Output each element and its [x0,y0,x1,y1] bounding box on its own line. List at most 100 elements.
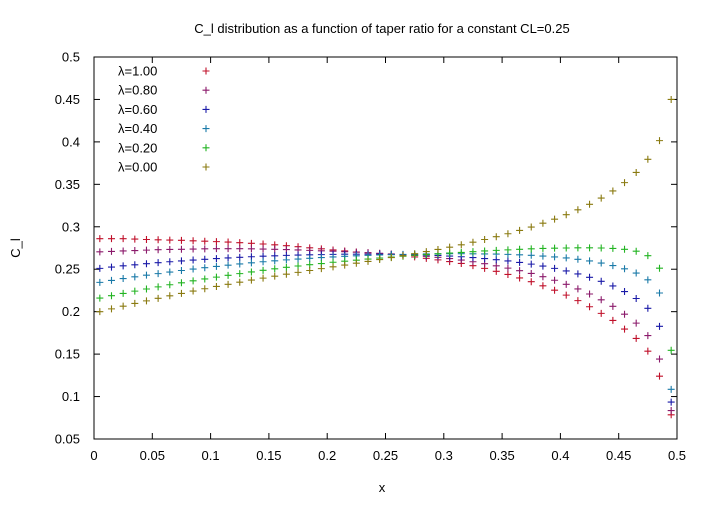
data-point [632,168,640,176]
data-point [142,285,150,293]
data-point [609,316,617,324]
data-point [586,273,594,281]
data-point [189,265,197,273]
data-point [107,247,115,255]
data-point [224,280,232,288]
data-point [551,286,559,294]
data-point [586,200,594,208]
data-point [131,273,139,281]
data-point [177,266,185,274]
x-tick-label: 0.35 [489,448,514,463]
legend-marker [202,144,210,152]
data-point [656,137,664,145]
data-point [574,255,582,263]
data-point [119,262,127,270]
data-point [142,260,150,268]
data-point [667,398,675,406]
legend: λ=1.00 λ=0.80 λ=0.60 λ=0.40 λ=0.20 λ=0.00 [118,64,210,175]
data-point [224,271,232,279]
data-point [107,235,115,243]
data-point [446,249,454,257]
legend-marker [202,67,210,75]
x-tick-label: 0.25 [373,448,398,463]
data-point [644,304,652,312]
x-tick-label: 0.3 [435,448,453,463]
x-tick-label: 0.4 [551,448,569,463]
data-point [142,236,150,244]
data-point [177,289,185,297]
y-tick-label: 0.3 [62,219,80,234]
data-point [224,238,232,246]
data-point [644,347,652,355]
data-point [574,285,582,293]
data-point [504,270,512,278]
data-point [411,250,419,258]
data-point [656,264,664,272]
data-point [597,277,605,285]
data-point [259,258,267,266]
data-point [282,263,290,271]
data-point [119,275,127,283]
data-point [644,155,652,163]
data-point [119,247,127,255]
data-point [551,253,559,261]
data-point [131,287,139,295]
data-point [189,256,197,264]
data-point [294,268,302,276]
data-point [492,233,500,241]
data-point [271,265,279,273]
data-point [457,248,465,256]
data-point [96,264,104,272]
data-point [644,332,652,340]
data-point [586,290,594,298]
data-point [551,244,559,252]
data-point [341,261,349,269]
data-point [201,245,209,253]
data-point [574,244,582,252]
y-axis-label: C_l [8,238,23,258]
data-point [481,247,489,255]
data-point [492,246,500,254]
data-point [96,278,104,286]
data-point [142,246,150,254]
data-point [422,248,430,256]
y-tick-label: 0.25 [55,262,80,277]
y-tick-label: 0.1 [62,389,80,404]
data-point [224,245,232,253]
data-point [306,254,314,262]
data-point [201,275,209,283]
data-point [527,251,535,259]
data-point [166,281,174,289]
data-point [667,95,675,103]
data-point [247,268,255,276]
data-point [469,238,477,246]
data-point [504,246,512,254]
data-point [609,282,617,290]
data-point [551,276,559,284]
data-point [107,305,115,313]
data-point [516,258,524,266]
data-point [201,255,209,263]
y-tick-label: 0.5 [62,50,80,65]
data-point [574,206,582,214]
data-point [516,274,524,282]
data-point [154,294,162,302]
data-point [504,257,512,265]
data-point [189,245,197,253]
data-point [539,252,547,260]
data-point [539,219,547,227]
data-point [632,295,640,303]
data-point [271,245,279,253]
legend-label: λ=0.40 [118,121,157,136]
data-point [551,264,559,272]
axis-ticks: 0 0.05 0.1 0.15 0.2 0.25 0.3 0.35 0.4 0.45 0.5 0.05… [55,50,686,464]
data-point [201,264,209,272]
data-point [492,262,500,270]
data-point [96,308,104,316]
data-point [189,287,197,295]
data-point [154,259,162,267]
data-point [527,223,535,231]
data-point [527,269,535,277]
legend-label: λ=0.00 [118,160,157,175]
